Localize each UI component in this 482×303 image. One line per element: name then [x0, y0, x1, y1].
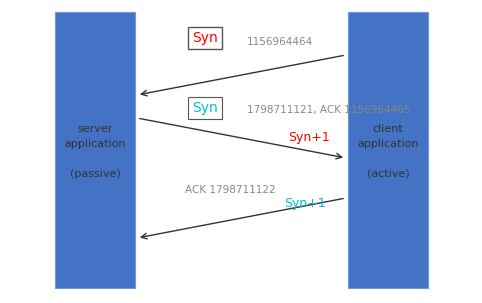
Text: 1156964464: 1156964464 — [247, 37, 313, 47]
Text: client
application

(active): client application (active) — [357, 124, 419, 179]
FancyBboxPatch shape — [348, 12, 428, 288]
Text: Syn+1: Syn+1 — [288, 132, 330, 145]
FancyBboxPatch shape — [55, 12, 135, 288]
Text: server
application

(passive): server application (passive) — [64, 124, 126, 179]
Text: Syn+1: Syn+1 — [284, 198, 326, 211]
Text: ACK 1798711122: ACK 1798711122 — [185, 185, 275, 195]
Text: Syn: Syn — [192, 101, 218, 115]
Text: Syn: Syn — [192, 31, 218, 45]
Text: 1798711121, ACK 1156964465: 1798711121, ACK 1156964465 — [247, 105, 411, 115]
